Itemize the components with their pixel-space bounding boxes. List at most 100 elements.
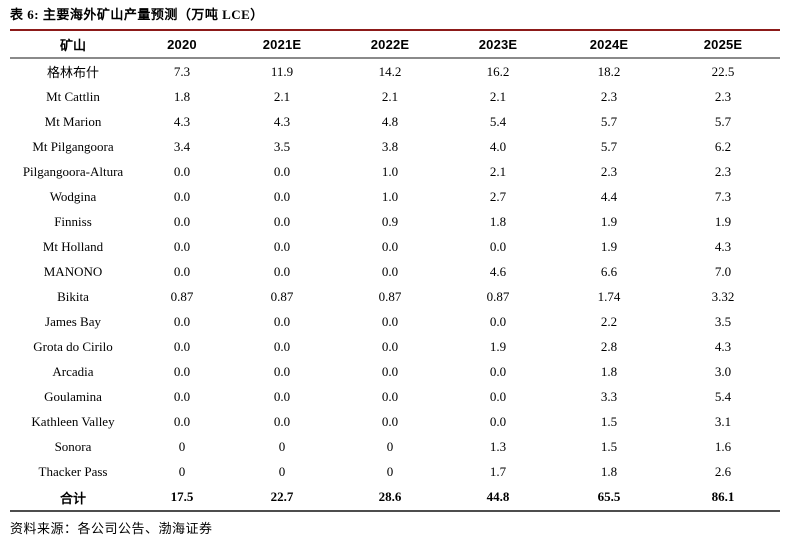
column-header-2022e: 2022E — [336, 29, 444, 59]
column-header-2024e: 2024E — [552, 29, 666, 59]
data-source-note: 资料来源：各公司公告、渤海证券 — [10, 521, 213, 536]
value-cell: 0.0 — [381, 313, 399, 329]
value-cell: 1.3 — [489, 438, 507, 454]
value-cell: 3.32 — [711, 288, 735, 304]
value-cell: 0.0 — [273, 388, 291, 404]
value-cell: 3.5 — [714, 313, 732, 329]
mine-name-cell: Mt Pilgangoora — [32, 138, 114, 154]
value-cell: 0.0 — [173, 313, 191, 329]
value-cell: 22.5 — [711, 63, 735, 79]
value-cell: 0.0 — [273, 363, 291, 379]
value-cell: 5.7 — [600, 113, 618, 129]
column-header-2021e: 2021E — [228, 29, 336, 59]
value-cell: 1.0 — [381, 188, 399, 204]
value-cell: 4.3 — [714, 338, 732, 354]
mine-name-cell: Arcadia — [52, 363, 94, 379]
column-header-2025e: 2025E — [666, 29, 780, 59]
value-cell: 1.9 — [714, 213, 732, 229]
table-row: Bikita 0.87 0.87 0.87 0.87 1.74 3.32 — [10, 284, 780, 309]
value-cell: 4.0 — [489, 138, 507, 154]
header-row: 矿山 2020 2021E 2022E 2023E 2024E 2025E — [10, 29, 780, 59]
value-cell: 0.0 — [381, 363, 399, 379]
column-header-2020: 2020 — [136, 29, 228, 59]
value-cell: 0.0 — [173, 413, 191, 429]
total-value-2021e: 22.7 — [228, 484, 336, 512]
value-cell: 2.1 — [489, 163, 507, 179]
value-cell: 0.0 — [173, 388, 191, 404]
value-cell: 0.0 — [273, 188, 291, 204]
table-row: Goulamina 0.0 0.0 0.0 0.0 3.3 5.4 — [10, 384, 780, 409]
value-cell: 5.4 — [714, 388, 732, 404]
table-row: James Bay 0.0 0.0 0.0 0.0 2.2 3.5 — [10, 309, 780, 334]
value-cell: 0.0 — [173, 163, 191, 179]
mine-name-cell: Mt Marion — [44, 113, 102, 129]
value-cell: 0.87 — [378, 288, 402, 304]
table-row: Mt Cattlin 1.8 2.1 2.1 2.1 2.3 2.3 — [10, 84, 780, 109]
value-cell: 5.4 — [489, 113, 507, 129]
value-cell: 0.87 — [486, 288, 510, 304]
value-cell: 0.0 — [381, 413, 399, 429]
value-cell: 4.4 — [600, 188, 618, 204]
table-row: Thacker Pass 0 0 0 1.7 1.8 2.6 — [10, 459, 780, 484]
value-cell: 2.1 — [381, 88, 399, 104]
value-cell: 0.0 — [489, 313, 507, 329]
value-cell: 3.0 — [714, 363, 732, 379]
mine-name-cell: Finniss — [54, 213, 92, 229]
value-cell: 2.8 — [600, 338, 618, 354]
value-cell: 11.9 — [270, 63, 294, 79]
value-cell: 0 — [178, 463, 186, 479]
value-cell: 1.5 — [600, 438, 618, 454]
total-value-2023e: 44.8 — [444, 484, 552, 512]
value-cell: 0 — [178, 438, 186, 454]
value-cell: 1.9 — [600, 238, 618, 254]
value-cell: 3.1 — [714, 413, 732, 429]
value-cell: 0.87 — [170, 288, 194, 304]
value-cell: 0 — [278, 438, 286, 454]
column-header-mine: 矿山 — [10, 29, 136, 59]
value-cell: 1.9 — [489, 338, 507, 354]
value-cell: 0.0 — [173, 363, 191, 379]
value-cell: 0.87 — [270, 288, 294, 304]
table-row: Arcadia 0.0 0.0 0.0 0.0 1.8 3.0 — [10, 359, 780, 384]
value-cell: 1.0 — [381, 163, 399, 179]
table-row: Grota do Cirilo 0.0 0.0 0.0 1.9 2.8 4.3 — [10, 334, 780, 359]
value-cell: 2.1 — [489, 88, 507, 104]
mine-name-cell: Sonora — [54, 438, 92, 454]
value-cell: 1.5 — [600, 413, 618, 429]
value-cell: 0.0 — [273, 213, 291, 229]
total-row: 合计 17.5 22.7 28.6 44.8 65.5 86.1 — [10, 484, 780, 512]
table-row: Mt Pilgangoora 3.4 3.5 3.8 4.0 5.7 6.2 — [10, 134, 780, 159]
table-row: Pilgangoora-Altura 0.0 0.0 1.0 2.1 2.3 2.3 — [10, 159, 780, 184]
value-cell: 5.7 — [600, 138, 618, 154]
table-row: Kathleen Valley 0.0 0.0 0.0 0.0 1.5 3.1 — [10, 409, 780, 434]
value-cell: 0 — [386, 438, 394, 454]
value-cell: 1.8 — [600, 363, 618, 379]
value-cell: 0.0 — [489, 363, 507, 379]
table-title: 表 6: 主要海外矿山产量预测（万吨 LCE） — [10, 7, 264, 22]
table-row: Sonora 0 0 0 1.3 1.5 1.6 — [10, 434, 780, 459]
value-cell: 0.9 — [381, 213, 399, 229]
value-cell: 7.0 — [714, 263, 732, 279]
value-cell: 0.0 — [173, 188, 191, 204]
table-row: Mt Holland 0.0 0.0 0.0 0.0 1.9 4.3 — [10, 234, 780, 259]
column-header-2023e: 2023E — [444, 29, 552, 59]
value-cell: 0.0 — [273, 313, 291, 329]
mine-name-cell: Mt Cattlin — [46, 88, 100, 104]
table-row: MANONO 0.0 0.0 0.0 4.6 6.6 7.0 — [10, 259, 780, 284]
value-cell: 4.6 — [489, 263, 507, 279]
value-cell: 2.2 — [600, 313, 618, 329]
value-cell: 5.7 — [714, 113, 732, 129]
value-cell: 6.6 — [600, 263, 618, 279]
total-value-2025e: 86.1 — [666, 484, 780, 512]
value-cell: 0.0 — [273, 238, 291, 254]
mine-name-cell: Kathleen Valley — [31, 413, 115, 429]
value-cell: 7.3 — [714, 188, 732, 204]
value-cell: 1.8 — [489, 213, 507, 229]
value-cell: 3.3 — [600, 388, 618, 404]
value-cell: 2.1 — [273, 88, 291, 104]
mine-name-cell: Bikita — [57, 288, 89, 304]
value-cell: 1.9 — [600, 213, 618, 229]
table-row: 格林布什 7.3 11.9 14.2 16.2 18.2 22.5 — [10, 58, 780, 84]
value-cell: 0.0 — [489, 388, 507, 404]
mine-name-cell: MANONO — [43, 263, 103, 279]
